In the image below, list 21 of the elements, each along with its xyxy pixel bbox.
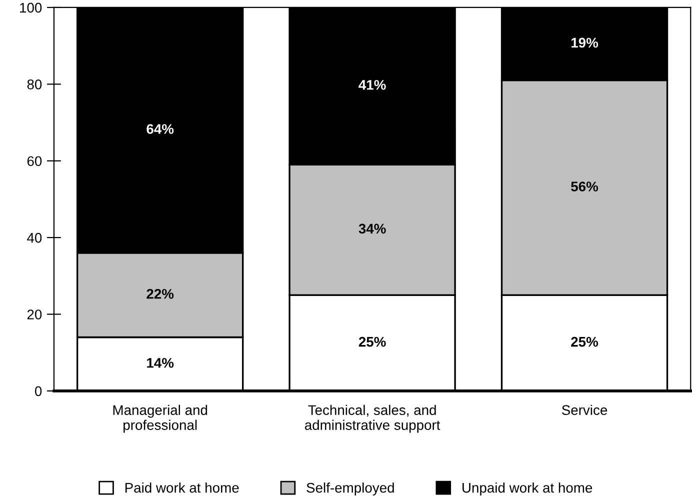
data-label: 25% <box>358 336 386 347</box>
data-label: 19% <box>571 38 598 48</box>
y-tick-label: 60 <box>27 156 42 166</box>
x-tick-label: Managerial and professional <box>113 404 208 433</box>
y-tick-label: 100 <box>20 2 42 13</box>
y-tick-label: 40 <box>27 232 42 243</box>
x-tick-label: Technical, sales, and administrative support <box>304 404 440 433</box>
y-tick-label: 0 <box>34 386 42 396</box>
legend-label: Unpaid work at home <box>462 482 592 496</box>
y-tick-label: 80 <box>27 79 42 90</box>
data-label: 41% <box>358 80 386 90</box>
data-label: 25% <box>571 336 598 347</box>
data-label: 56% <box>571 182 598 192</box>
data-label: 14% <box>147 358 174 368</box>
legend-label: Self-employed <box>306 482 394 496</box>
data-label: 22% <box>146 288 174 299</box>
x-tick-label: Service <box>562 404 608 416</box>
y-tick-label: 20 <box>27 310 42 320</box>
data-label: 34% <box>358 224 386 234</box>
data-label: 64% <box>146 124 174 134</box>
legend-label: Paid work at home <box>125 482 239 493</box>
